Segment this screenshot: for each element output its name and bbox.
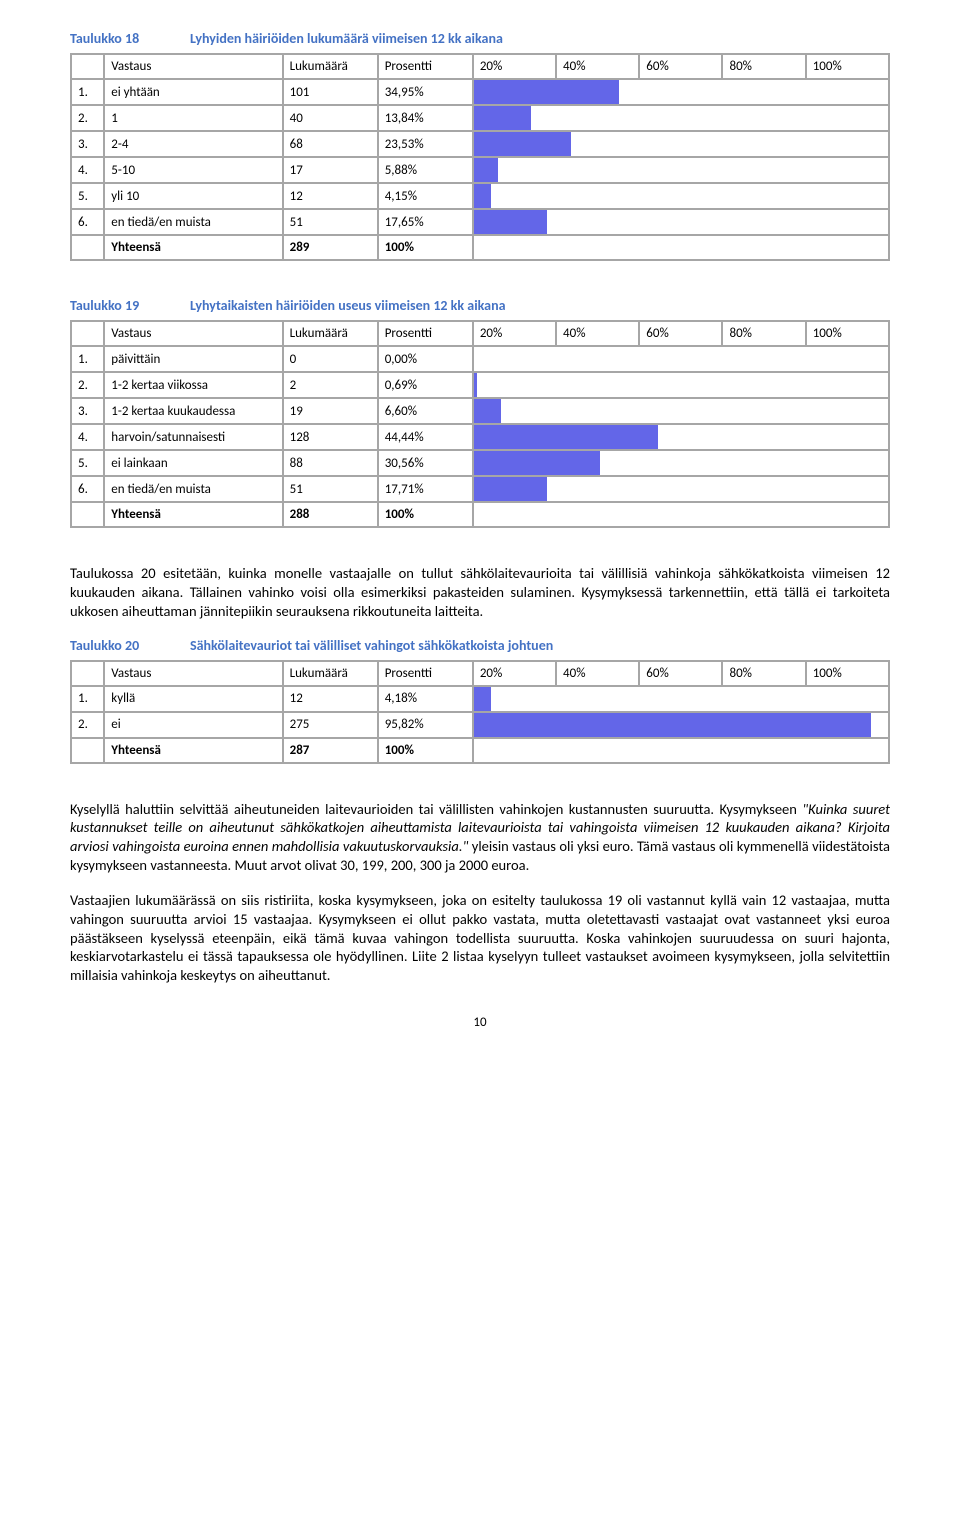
table-20-label: Taulukko 20	[70, 637, 190, 654]
bar	[474, 106, 531, 130]
table-row: 2.14013,84%	[71, 105, 889, 131]
bar	[474, 451, 601, 475]
bar	[474, 158, 498, 182]
table-total-row: Yhteensä288100%	[71, 502, 889, 527]
bar	[474, 425, 658, 449]
bar	[474, 477, 547, 501]
table-20-caption: Sähkölaitevauriot tai välilliset vahingo…	[190, 637, 553, 654]
bar	[474, 132, 571, 156]
table-20: Vastaus Lukumäärä Prosentti 20% 40% 60% …	[70, 660, 890, 764]
table-row: 1.ei yhtään10134,95%	[71, 79, 889, 105]
table-row: 1.kyllä124,18%	[71, 686, 889, 712]
table-row: 5.ei lainkaan8830,56%	[71, 450, 889, 476]
table-19: Vastaus Lukumäärä Prosentti 20% 40% 60% …	[70, 320, 890, 528]
table-19-label: Taulukko 19	[70, 297, 190, 314]
bar	[474, 80, 619, 104]
table-18-caption: Lyhyiden häiriöiden lukumäärä viimeisen …	[190, 30, 503, 47]
table-row: 1.päivittäin00,00%	[71, 346, 889, 372]
table-row: 3.2-46823,53%	[71, 131, 889, 157]
table-18-label: Taulukko 18	[70, 30, 190, 47]
paragraph-3: Vastaajien lukumäärässä on siis ristirii…	[70, 891, 890, 985]
bar	[474, 713, 871, 737]
table-row: 4.harvoin/satunnaisesti12844,44%	[71, 424, 889, 450]
table-header-row: Vastaus Lukumäärä Prosentti 20% 40% 60% …	[71, 321, 889, 346]
table-row: 2.ei27595,82%	[71, 712, 889, 738]
page-number: 10	[70, 1015, 890, 1030]
bar	[474, 687, 491, 711]
table-header-row: Vastaus Lukumäärä Prosentti 20% 40% 60% …	[71, 661, 889, 686]
table-20-title: Taulukko 20 Sähkölaitevauriot tai välill…	[70, 637, 890, 654]
table-row: 4.5-10175,88%	[71, 157, 889, 183]
bar	[474, 373, 477, 397]
table-18-title: Taulukko 18 Lyhyiden häiriöiden lukumäär…	[70, 30, 890, 47]
bar	[474, 399, 501, 423]
table-19-caption: Lyhytaikaisten häiriöiden useus viimeise…	[190, 297, 506, 314]
paragraph-1: Taulukossa 20 esitetään, kuinka monelle …	[70, 564, 890, 621]
bar	[474, 210, 547, 234]
table-19-title: Taulukko 19 Lyhytaikaisten häiriöiden us…	[70, 297, 890, 314]
table-header-row: Vastaus Lukumäärä Prosentti 20% 40% 60% …	[71, 54, 889, 79]
table-18: Vastaus Lukumäärä Prosentti 20% 40% 60% …	[70, 53, 890, 261]
table-total-row: Yhteensä287100%	[71, 738, 889, 763]
paragraph-2: Kyselyllä haluttiin selvittää aiheutunei…	[70, 800, 890, 875]
table-total-row: Yhteensä289100%	[71, 235, 889, 260]
table-row: 5.yli 10124,15%	[71, 183, 889, 209]
bar	[474, 184, 491, 208]
table-row: 6.en tiedä/en muista5117,65%	[71, 209, 889, 235]
table-row: 6.en tiedä/en muista5117,71%	[71, 476, 889, 502]
table-row: 2.1-2 kertaa viikossa20,69%	[71, 372, 889, 398]
table-row: 3.1-2 kertaa kuukaudessa196,60%	[71, 398, 889, 424]
